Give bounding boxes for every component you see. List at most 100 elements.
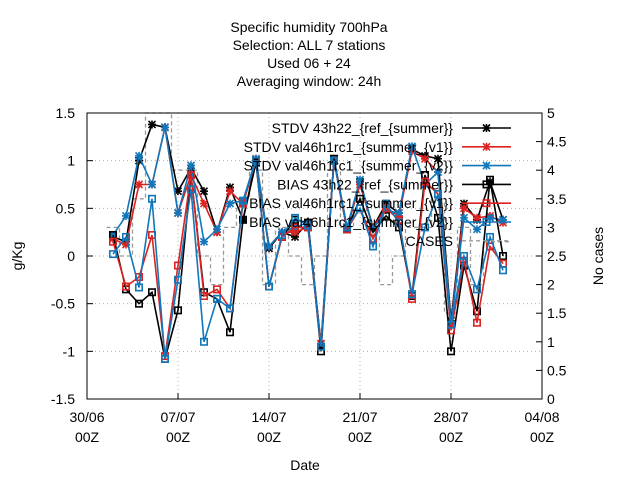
data-point-star <box>355 180 365 189</box>
data-point-square <box>226 304 235 313</box>
data-point-square <box>368 242 377 251</box>
data-point-square <box>252 156 261 165</box>
data-point-star <box>147 120 157 129</box>
x-tick-label-date: 21/07 <box>342 409 377 425</box>
data-point-square <box>239 196 248 205</box>
data-point-star <box>290 232 300 241</box>
data-point-star <box>420 154 430 163</box>
y2-tick-label: 1 <box>547 334 555 350</box>
legend-item: STDV val46h1rc1_{summer_{v2}} <box>244 158 511 174</box>
data-point-star <box>472 213 482 222</box>
data-point-star <box>482 161 491 170</box>
data-point-star <box>134 156 144 165</box>
legend-label: CASES <box>406 233 453 249</box>
y2-axis-ticks: 0 0.5 1 1.5 2 2.5 3 3.5 4 4.5 5 <box>536 105 567 407</box>
x-tick-label-time: 00Z <box>348 429 373 445</box>
data-point-square <box>135 283 144 292</box>
x-tick-label-time: 00Z <box>257 429 282 445</box>
legend-label: BIAS val46h1rc1_{summer_{v1}} <box>249 195 453 211</box>
data-point-square <box>187 170 196 179</box>
data-point-star <box>199 237 209 246</box>
data-point-square <box>174 261 183 270</box>
data-point-star <box>472 225 482 234</box>
legend-item: BIAS 43h22_{ref_{summer}} <box>277 176 511 192</box>
data-point-star <box>134 180 144 189</box>
y2-tick-label: 3.5 <box>547 191 567 207</box>
data-point-square <box>187 185 196 194</box>
legend: STDV 43h22_{ref_{summer}} STDV val46h1rc1… <box>244 120 511 249</box>
data-point-square <box>472 318 481 327</box>
data-point-star <box>199 199 209 208</box>
data-point-square <box>342 223 351 232</box>
x-axis-ticks: 30/06 00Z 07/07 00Z 14/07 00Z 21/07 00Z 28/07 00Z… <box>69 393 560 445</box>
title-line: Specific humidity 700hPa <box>230 19 387 35</box>
data-point-star <box>459 213 469 222</box>
legend-item: BIAS val46h1rc1_{summer_{v1}} <box>249 195 511 211</box>
data-series <box>108 120 508 363</box>
data-point-star <box>199 187 209 196</box>
data-point-square <box>407 290 416 299</box>
data-point-square <box>109 250 118 259</box>
data-point-square <box>264 282 273 291</box>
data-point-square <box>381 199 390 208</box>
data-point-square <box>446 320 455 329</box>
data-point-star <box>186 161 196 170</box>
data-point-square <box>329 156 338 165</box>
data-point-square <box>316 347 325 356</box>
y-tick-label: 1.5 <box>56 105 76 121</box>
y2-tick-label: 2.5 <box>547 248 567 264</box>
y2-tick-label: 4.5 <box>547 134 567 150</box>
data-point-square <box>498 252 507 261</box>
legend-label: STDV 43h22_{ref_{summer}} <box>272 120 454 136</box>
data-point-star <box>160 123 170 132</box>
y-tick-label: 0 <box>67 248 75 264</box>
data-point-square <box>303 221 312 230</box>
data-point-square <box>122 232 131 241</box>
legend-item: STDV val46h1rc1_{summer_{v1}} <box>244 139 511 155</box>
y2-tick-label: 0.5 <box>547 362 567 378</box>
data-point-square <box>290 223 299 232</box>
data-point-star <box>147 180 157 189</box>
data-point-star <box>290 228 300 237</box>
data-point-square <box>148 194 157 203</box>
legend-item: BIAS val46h1rc1_{summer_{v2}} <box>249 214 511 230</box>
data-point-star <box>264 242 274 251</box>
data-point-star <box>212 225 222 234</box>
x-tick-label-date: 28/07 <box>433 409 468 425</box>
y2-tick-label: 0 <box>547 391 555 407</box>
data-point-star <box>121 211 131 221</box>
data-point-square <box>213 285 222 294</box>
y-tick-label: -1 <box>63 343 76 359</box>
data-point-star <box>482 142 491 151</box>
y-tick-label: -1.5 <box>51 391 75 407</box>
data-point-square <box>239 215 248 224</box>
series-bias-val46h1rc1-summer-v2- <box>109 156 507 363</box>
data-point-square <box>498 266 507 275</box>
data-point-square <box>161 354 170 363</box>
y2-tick-label: 5 <box>547 105 555 121</box>
x-tick-label-time: 00Z <box>439 429 464 445</box>
y-axis-label: g/Kg <box>9 242 25 271</box>
series-line <box>112 160 504 360</box>
title-line: Used 06 + 24 <box>267 55 351 71</box>
data-point-square <box>472 285 481 294</box>
grid <box>86 112 543 400</box>
data-point-square <box>174 306 183 315</box>
y-axis-ticks: -1.5 -1 -0.5 0 0.5 1 1.5 <box>51 105 93 407</box>
y2-tick-label: 3 <box>547 219 555 235</box>
legend-label: STDV val46h1rc1_{summer_{v2}} <box>244 158 454 174</box>
y2-tick-label: 2 <box>547 277 555 293</box>
data-point-star <box>485 213 495 222</box>
data-point-square <box>226 328 235 337</box>
data-point-square <box>446 347 455 356</box>
data-point-square <box>316 342 325 351</box>
data-point-square <box>174 275 183 284</box>
data-point-star <box>355 175 365 184</box>
data-point-star <box>173 187 183 196</box>
data-point-square <box>200 337 209 346</box>
x-tick-label-time: 00Z <box>166 429 191 445</box>
y-tick-label: -0.5 <box>51 296 75 312</box>
x-tick-label-time: 00Z <box>530 429 555 445</box>
legend-label: BIAS val46h1rc1_{summer_{v2}} <box>249 214 453 230</box>
